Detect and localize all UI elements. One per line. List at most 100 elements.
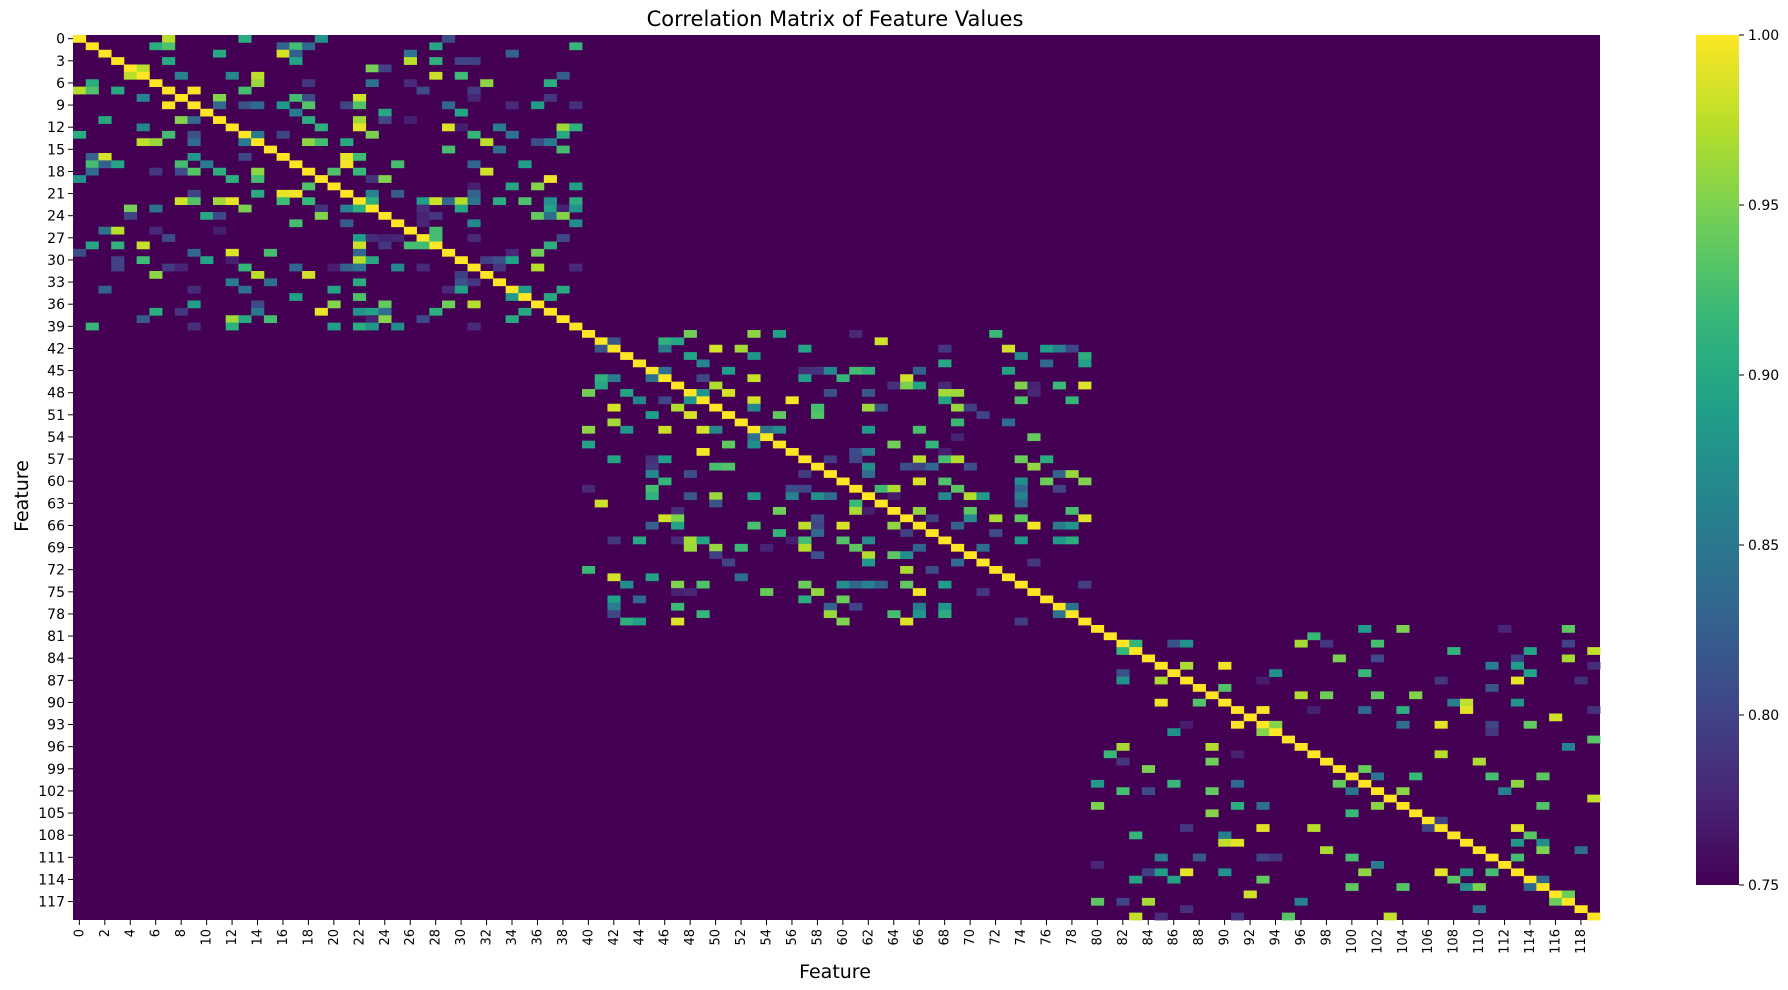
heatmap-cell	[251, 71, 265, 80]
heatmap-cell	[874, 499, 888, 508]
heatmap-cell	[1065, 602, 1079, 611]
y-tick-label: 30	[47, 253, 65, 269]
x-axis: 0 2 4 6 8 10 12 14 16 18 20 22 24 26 28 30 32 34 36 38 40 42 4…	[72, 920, 1589, 954]
heatmap-cell	[238, 138, 252, 147]
heatmap-cell	[314, 204, 328, 213]
heatmap-cell	[645, 573, 659, 582]
heatmap-cell	[263, 315, 278, 324]
heatmap-cell	[747, 403, 761, 412]
heatmap-cell	[403, 116, 417, 124]
heatmap-cell	[1269, 720, 1283, 729]
x-tick-label: 110	[1472, 929, 1487, 954]
y-tick-label: 36	[47, 297, 65, 313]
heatmap-cell	[887, 484, 901, 493]
heatmap-cell	[1065, 521, 1079, 530]
heatmap-cell	[747, 352, 761, 360]
heatmap-cell	[212, 212, 227, 220]
heatmap-cell	[607, 344, 621, 353]
heatmap-cell	[620, 425, 634, 434]
x-tick-label: 68	[938, 929, 953, 946]
heatmap-cell	[111, 160, 125, 169]
heatmap-cell	[136, 94, 150, 102]
heatmap-cell	[200, 160, 214, 169]
heatmap-cell	[1358, 625, 1372, 633]
heatmap-cell	[302, 197, 316, 206]
heatmap-cell	[352, 167, 367, 176]
heatmap-cell	[467, 322, 481, 331]
heatmap-cell	[1129, 875, 1143, 884]
x-tick-label: 30	[454, 929, 469, 946]
heatmap-cell	[225, 71, 239, 80]
heatmap-cell	[467, 219, 481, 228]
heatmap-cell	[429, 212, 443, 220]
heatmap-cell	[1269, 853, 1283, 862]
heatmap-cell	[861, 507, 876, 515]
heatmap-cell	[352, 322, 367, 331]
y-tick-label: 78	[47, 607, 65, 623]
heatmap-cell	[327, 285, 341, 294]
y-tick-label: 33	[47, 275, 65, 291]
heatmap-cell	[1014, 617, 1028, 626]
x-tick-label: 4	[123, 929, 138, 937]
heatmap-cell	[429, 241, 443, 250]
heatmap-cell	[136, 315, 150, 324]
heatmap-cell	[429, 57, 443, 65]
heatmap-cell	[1510, 661, 1525, 670]
heatmap-cell	[416, 241, 430, 250]
heatmap-cell	[938, 359, 952, 368]
heatmap-cell	[645, 374, 659, 383]
heatmap-cell	[1001, 573, 1016, 582]
heatmap-cell	[1014, 499, 1028, 508]
heatmap-cell	[1307, 824, 1321, 832]
heatmap-cell	[1014, 580, 1028, 589]
heatmap-cell	[1167, 779, 1181, 788]
heatmap-cell	[658, 425, 672, 434]
heatmap-cell	[98, 153, 112, 161]
heatmap-cell	[1167, 639, 1181, 648]
x-tick-label: 66	[912, 929, 927, 946]
heatmap-cell	[1230, 779, 1245, 788]
heatmap-cell	[620, 617, 634, 626]
heatmap-cell	[1485, 661, 1499, 670]
y-tick-label: 75	[47, 585, 65, 601]
heatmap-cell	[1129, 639, 1143, 648]
heatmap-cell	[760, 588, 774, 596]
heatmap-cell	[569, 263, 583, 272]
heatmap-cell	[1345, 883, 1359, 891]
x-tick-label: 80	[1090, 929, 1105, 946]
heatmap-cell	[340, 204, 354, 213]
heatmap-cell	[569, 322, 583, 331]
heatmap-cell	[951, 484, 965, 493]
colorbar-gradient	[1696, 35, 1739, 885]
x-tick-label: 38	[556, 929, 571, 946]
heatmap-cell	[811, 529, 825, 537]
heatmap-cell	[874, 403, 888, 412]
heatmap-cell	[645, 411, 659, 419]
heatmap-cell	[747, 440, 761, 449]
heatmap-cell	[212, 167, 227, 176]
y-tick-label: 15	[47, 142, 65, 158]
heatmap-cell	[1434, 676, 1448, 685]
heatmap-cell	[111, 256, 125, 265]
heatmap-cell	[442, 300, 456, 309]
heatmap-cell	[378, 212, 392, 220]
heatmap-cell	[582, 425, 596, 434]
heatmap-cell	[1078, 381, 1092, 390]
heatmap-cell	[912, 366, 926, 375]
heatmap-cell	[1472, 905, 1486, 914]
heatmap-cell	[696, 536, 710, 545]
heatmap-cell	[467, 278, 481, 287]
heatmap-cell	[1116, 647, 1130, 655]
heatmap-cell	[912, 543, 926, 552]
x-tick-label: 84	[1141, 929, 1156, 946]
heatmap-cell	[582, 484, 596, 493]
heatmap-cell	[543, 94, 557, 102]
x-tick-label: 116	[1548, 929, 1563, 954]
heatmap-cell	[442, 123, 456, 132]
heatmap-cell	[1510, 868, 1525, 877]
y-tick-label: 27	[47, 231, 65, 247]
heatmap-cell	[454, 278, 468, 287]
heatmap-cell	[1370, 772, 1385, 781]
heatmap-cell	[683, 330, 697, 338]
heatmap-cell	[136, 241, 150, 250]
